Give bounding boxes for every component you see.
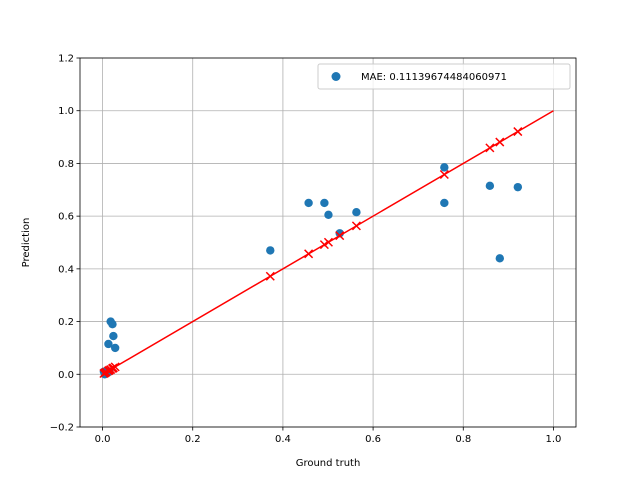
y-tick-label: 1.2 [58, 54, 74, 65]
x-tick-label: 0.2 [185, 434, 201, 445]
y-tick-label: 0.2 [58, 317, 74, 328]
x-tick-label: 0.4 [275, 434, 291, 445]
scatter-point [110, 343, 120, 353]
x-marker [110, 362, 120, 372]
scatter-point [485, 181, 495, 191]
x-marker [439, 169, 449, 180]
scatter-point [109, 331, 118, 341]
x-axis-label: Ground truth [296, 458, 361, 469]
scatter-point [440, 198, 449, 208]
scatter-point [513, 182, 523, 192]
legend-marker [331, 72, 341, 81]
scatter-point [352, 207, 361, 217]
x-marker [265, 271, 275, 281]
scatter-point [495, 254, 504, 263]
scatter-point [104, 339, 113, 349]
scatter-point [108, 320, 117, 329]
x-marker [485, 143, 495, 153]
x-tick-label: 0.6 [365, 434, 381, 445]
y-axis-label: Prediction [21, 218, 32, 268]
y-tick-label: 0.8 [58, 159, 74, 170]
x-marker [351, 221, 361, 231]
scatter-point [335, 229, 344, 238]
x-tick-label: 0.8 [455, 434, 471, 445]
x-marker [104, 365, 114, 375]
y-tick-label: 0.6 [58, 212, 74, 223]
y-tick-label: 0.0 [58, 370, 74, 381]
x-tick-label: 1.0 [546, 434, 562, 445]
x-marker [319, 240, 329, 250]
x-marker [495, 137, 505, 147]
y-tick-label: 1.0 [58, 106, 74, 117]
x-marker [304, 249, 314, 259]
legend-label: MAE: 0.11139674484060971 [361, 72, 507, 83]
x-tick-label: 0.0 [95, 434, 111, 445]
y-tick-label: −0.2 [50, 423, 74, 434]
x-marker [335, 231, 345, 241]
legend-box [317, 63, 571, 90]
scatter-point [440, 163, 449, 172]
x-marker [513, 127, 523, 137]
scatter-point [324, 210, 333, 220]
scatter-point [320, 198, 329, 208]
x-marker [323, 237, 333, 247]
ticks: 0.0 0.2 0.4 0.6 0.8 1.0 −0.2 0.0 0.2 0.4 0.6 0.8 1.0… [50, 54, 562, 446]
scatter-point [266, 246, 275, 255]
data-layer [99, 110, 554, 379]
plot-frame [79, 57, 577, 428]
y-tick-label: 0.4 [58, 264, 74, 275]
legend: MAE: 0.11139674484060971 [317, 63, 571, 90]
scatter-point [304, 198, 313, 208]
